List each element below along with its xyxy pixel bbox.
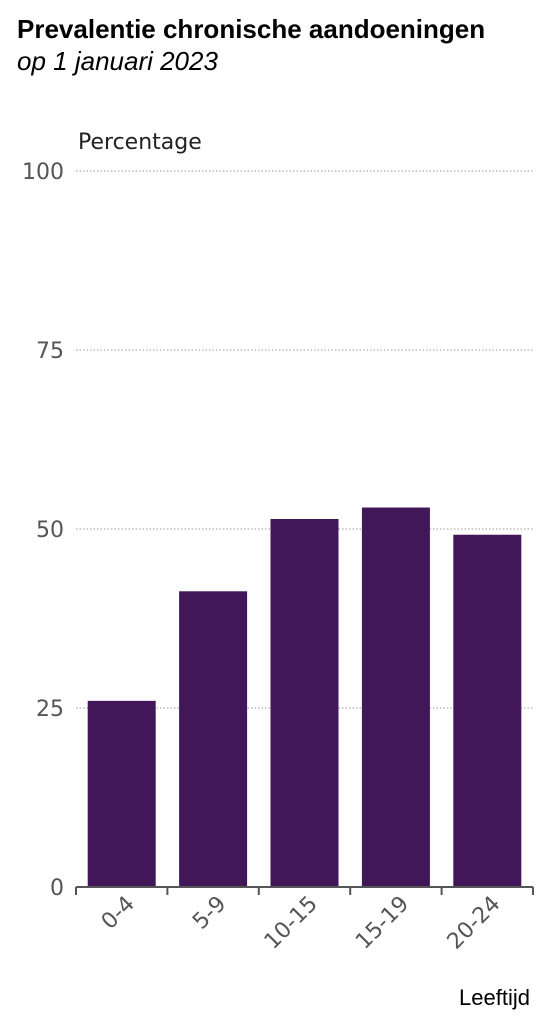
x-tick-label: 5-9 (188, 892, 231, 935)
y-tick-label: 100 (22, 160, 64, 185)
y-tick-label: 75 (36, 339, 64, 364)
x-tick-label: 15-19 (351, 892, 414, 955)
x-axis-label: Leeftijd (459, 985, 530, 1010)
bar-layer (87, 507, 522, 887)
y-axis-label: Percentage (78, 130, 202, 155)
y-tick-label: 0 (50, 876, 64, 901)
bar-10-15 (270, 518, 339, 887)
bar-20-24 (453, 534, 522, 887)
y-tick-label: 25 (36, 697, 64, 722)
x-tick-label: 10-15 (260, 892, 323, 955)
bar-5-9 (179, 591, 248, 887)
chart-subtitle: op 1 januari 2023 (17, 46, 218, 76)
bar-0-4 (87, 700, 156, 887)
bar-15-19 (361, 507, 430, 887)
y-tick-label: 50 (36, 518, 64, 543)
chart-title: Prevalentie chronische aandoeningen (17, 14, 486, 44)
x-tick-label: 0-4 (97, 892, 140, 935)
x-tick-label: 20-24 (443, 892, 506, 955)
